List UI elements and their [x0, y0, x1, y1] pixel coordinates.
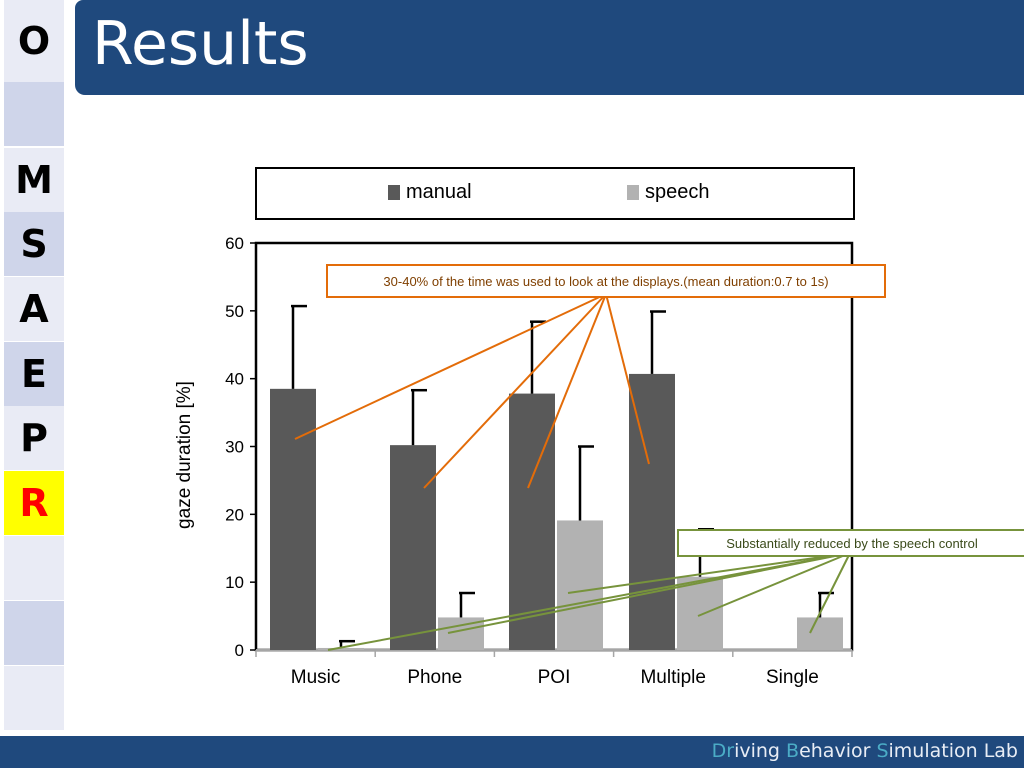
nav-item-label: P — [20, 416, 48, 460]
plot-area: 0 10 20 30 40 50 60 gaze duration [%] Music Phone… — [174, 234, 854, 688]
bar-speech-poi — [557, 520, 603, 650]
callout-leader-orange — [605, 293, 650, 465]
bar-speech-single — [797, 617, 843, 650]
y-tick-label: 20 — [225, 505, 244, 524]
x-tick-label: Single — [766, 667, 819, 688]
nav-item-label: R — [19, 481, 49, 525]
lab-name-part: iving — [734, 740, 787, 762]
bar-speech-multiple — [677, 576, 723, 650]
x-tick-label: Multiple — [640, 667, 705, 688]
callout-leader-green — [809, 552, 851, 634]
y-axis-label: gaze duration [%] — [174, 381, 195, 529]
callout-speech-reduction: Substantially reduced by the speech cont… — [677, 529, 1024, 557]
callout-leader-lines — [294, 293, 851, 651]
nav-item-p[interactable]: P — [4, 406, 64, 470]
legend-label-speech: speech — [645, 181, 710, 203]
nav-item-label: M — [15, 158, 53, 202]
bar-speech-music — [318, 647, 364, 650]
lab-name-part: S — [876, 740, 889, 762]
y-tick-label: 30 — [225, 438, 244, 457]
lab-name-part: Dr — [711, 740, 735, 762]
callout-leader-orange — [423, 293, 607, 489]
nav-item-m[interactable]: M — [4, 148, 64, 212]
nav-item-s[interactable]: S — [4, 212, 64, 276]
legend-swatch-manual — [388, 185, 400, 200]
callout-display-usage: 30-40% of the time was used to look at t… — [326, 264, 886, 298]
nav-item-o[interactable]: O — [4, 0, 64, 82]
bar-manual-phone — [390, 445, 436, 650]
callout-leader-green — [697, 552, 851, 617]
bar-manual-multiple — [629, 373, 675, 650]
legend: manual speech — [255, 167, 855, 220]
nav-item-a[interactable]: A — [4, 277, 64, 341]
callout-leader-green — [447, 552, 851, 634]
nav-spacer — [4, 601, 64, 665]
x-tick-label: POI — [538, 667, 571, 688]
nav-spacer — [4, 666, 64, 730]
callout-leader-green — [327, 552, 851, 651]
nav-item-e[interactable]: E — [4, 342, 64, 406]
lab-name: Driving Behavior Simulation Lab — [712, 740, 1018, 762]
gaze-duration-chart: manual speech 0 10 20 30 40 50 60 gaze duration … — [174, 167, 855, 688]
nav-spacer — [4, 536, 64, 600]
y-tick-label: 10 — [225, 573, 244, 592]
nav-item-label: S — [20, 222, 48, 266]
footer-bar: Driving Behavior Simulation Lab — [0, 736, 1024, 768]
bar-manual-poi — [509, 393, 555, 650]
page-title: Results — [92, 9, 309, 79]
y-tick-label: 50 — [225, 302, 244, 321]
y-tick-label: 40 — [225, 370, 244, 389]
x-tick-label: Phone — [407, 667, 462, 688]
legend-swatch-speech — [627, 185, 639, 200]
nav-item-label: E — [21, 352, 47, 396]
callout-leader-orange — [294, 293, 607, 440]
callout-leader-orange — [527, 293, 607, 489]
title-bar: Results — [75, 0, 1024, 95]
callout-leader-green — [567, 552, 851, 594]
x-tick-label: Music — [291, 667, 341, 688]
bar-manual-music — [270, 388, 316, 650]
y-tick-label: 0 — [235, 641, 244, 660]
lab-name-part: B — [786, 740, 800, 762]
y-tick-label: 60 — [225, 234, 244, 253]
nav-spacer — [4, 82, 64, 146]
lab-name-part: imulation Lab — [888, 740, 1018, 762]
lab-name-part: ehavior — [799, 740, 877, 762]
legend-frame — [255, 167, 855, 220]
nav-item-label: A — [19, 287, 49, 331]
nav-item-label: O — [17, 19, 51, 63]
nav-item-r[interactable]: R — [4, 471, 64, 535]
legend-label-manual: manual — [406, 181, 472, 203]
